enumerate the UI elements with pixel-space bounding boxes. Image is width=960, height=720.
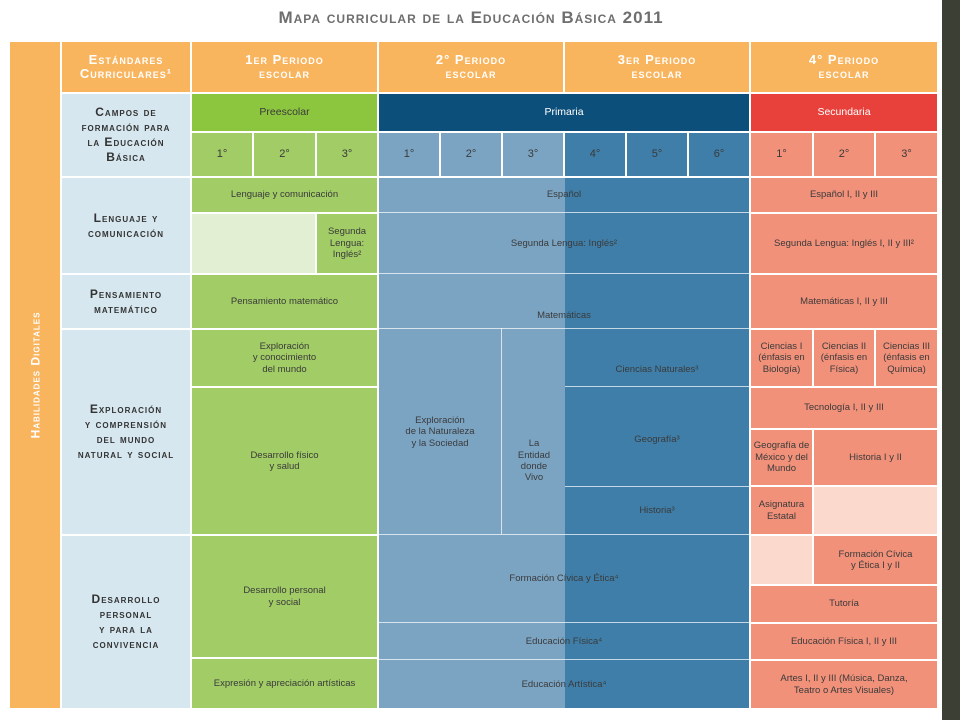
pre-desarrollo-fisico: Desarrollo físico y salud [192,388,377,534]
header-periodo-3: 3er Periodo escolar [565,42,749,92]
grade-pri-4: 4° [565,133,625,176]
sec-ciencias-2: Ciencias II (énfasis en Física) [814,330,874,386]
field-pensamiento: Pensamiento matemático [62,275,190,328]
level-primaria: Primaria [379,94,749,131]
pri-line-7 [379,534,749,535]
level-preescolar: Preescolar [192,94,377,131]
header-periodo-2: 2° Periodo escolar [379,42,563,92]
sec-empty-1 [814,487,937,534]
field-lenguaje: Lenguaje y comunicación [62,178,190,273]
sec-artes: Artes I, II y III (Música, Danza, Teatro… [751,661,937,708]
pri-educacion-fisica: Educación Física⁴ [525,635,603,647]
grade-pre-3: 3° [317,133,377,176]
pri-geografia: Geografía³ [634,434,680,446]
sec-historia: Historia I y II [814,430,937,485]
pri-line-6 [565,486,749,487]
sec-asignatura: Asignatura Estatal [751,487,812,534]
pri-formacion: Formación Cívica y Ética⁴ [509,573,619,585]
header-estandares: Estándares Curriculares¹ [62,42,190,92]
pre-pensamiento: Pensamiento matemático [192,275,377,328]
pre-exploracion: Exploración y conocimiento del mundo [192,330,377,386]
header-periodo-4: 4° Periodo escolar [751,42,937,92]
sec-geografia: Geografía de México y del Mundo [751,430,812,485]
grade-pri-1: 1° [379,133,439,176]
grade-pri-6: 6° [689,133,749,176]
pre-segunda-lengua: Segunda Lengua: Inglés² [317,214,377,273]
sec-tecnologia: Tecnología I, II y III [751,388,937,428]
side-label: Habilidades Digitales [28,311,43,439]
sec-ciencias-1: Ciencias I (énfasis en Biología) [751,330,812,386]
pri-line-8 [379,622,749,623]
grade-sec-3: 3° [876,133,937,176]
pri-exploracion-naturaleza: Exploración de la Naturaleza y la Socied… [405,414,475,449]
sec-formacion: Formación Cívica y Ética I y II [814,536,937,584]
pri-line-5 [565,386,749,387]
sec-segunda-lengua: Segunda Lengua: Inglés I, II y III² [751,214,937,273]
pri-entidad: La Entidad donde Vivo [517,438,551,484]
pri-line-4 [501,328,502,534]
grade-pri-5: 5° [627,133,687,176]
sec-ciencias-3: Ciencias III (énfasis en Química) [876,330,937,386]
pri-bg-dark [565,178,749,708]
grade-pre-2: 2° [254,133,315,176]
pre-empty-lengua [192,214,315,273]
pri-line-3 [379,328,749,329]
field-exploracion: Exploración y comprensión del mundo natu… [62,330,190,534]
pri-segunda-lengua: Segunda Lengua: Inglés² [510,237,618,249]
pri-educacion-artistica: Educación Artística⁴ [521,678,607,690]
pre-expresion: Expresión y apreciación artísticas [192,659,377,708]
grade-pre-1: 1° [192,133,252,176]
grade-pri-3: 3° [503,133,563,176]
side-label-band: Habilidades Digitales [10,42,60,708]
grade-sec-1: 1° [751,133,812,176]
pri-historia: Historia³ [639,505,675,517]
grade-pri-2: 2° [441,133,501,176]
pri-line-1 [379,212,749,213]
campos-label: Campos de formación para la Educación Bá… [62,94,190,176]
pri-matematicas: Matemáticas [537,310,591,322]
header-periodo-1: 1er Periodo escolar [192,42,377,92]
field-desarrollo: Desarrollo personal y para la convivenci… [62,536,190,708]
sec-espanol: Español I, II y III [751,178,937,212]
sec-matematicas: Matemáticas I, II y III [751,275,937,328]
sec-empty-2 [751,536,812,584]
pri-line-9 [379,659,749,660]
sec-educacion-fisica: Educación Física I, II y III [751,624,937,659]
level-secundaria: Secundaria [751,94,937,131]
map-title: Mapa curricular de la Educación Básica 2… [278,8,664,27]
pri-espanol: Español [546,189,582,201]
pri-ciencias: Ciencias Naturales³ [615,364,699,376]
pri-bg-light [379,178,565,708]
grade-sec-2: 2° [814,133,874,176]
pri-line-2 [379,273,749,274]
sec-tutoria: Tutoría [751,586,937,622]
pre-lenguaje: Lenguaje y comunicación [192,178,377,212]
pre-desarrollo-personal: Desarrollo personal y social [192,536,377,657]
